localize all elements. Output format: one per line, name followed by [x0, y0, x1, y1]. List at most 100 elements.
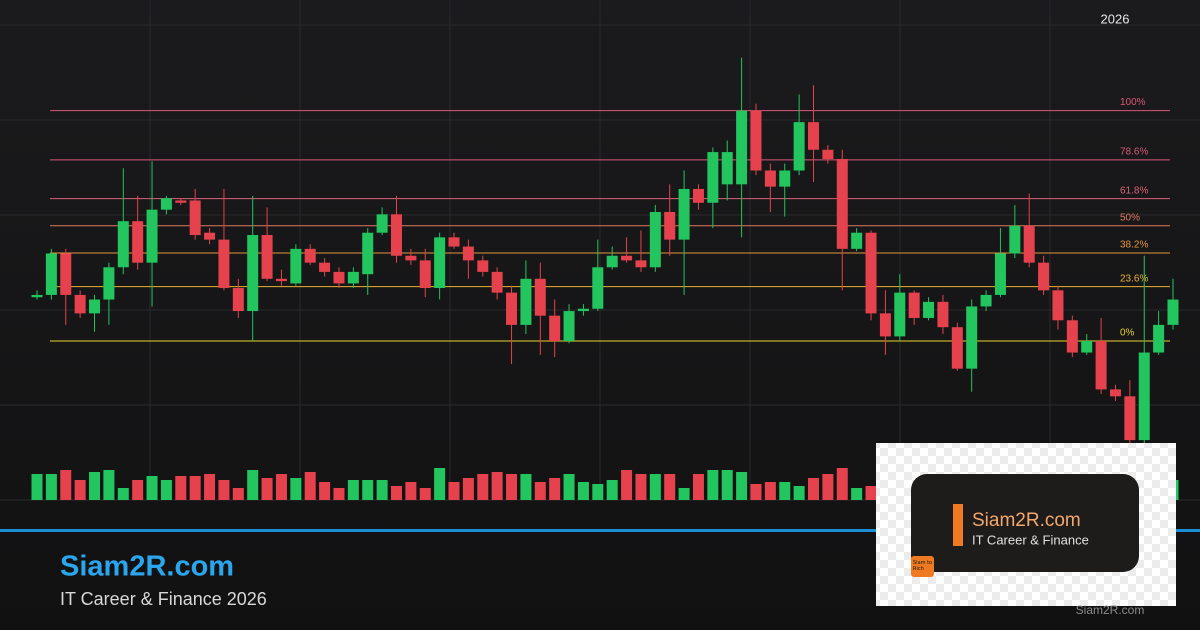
candle-body — [1109, 389, 1121, 397]
candle-body — [1038, 262, 1050, 291]
overlay-accent — [953, 504, 963, 546]
candle-body — [434, 237, 446, 289]
candle-body — [204, 232, 216, 240]
level-label: 78.6% — [1120, 147, 1148, 158]
volume-bar — [74, 480, 86, 500]
candle-body — [45, 253, 57, 295]
volume-bar — [89, 472, 101, 500]
candle-body — [117, 221, 129, 268]
volume-bar — [577, 482, 589, 500]
candle-body — [1138, 352, 1150, 441]
candle-body — [649, 211, 661, 268]
volume-bar — [808, 478, 820, 500]
footer-subtitle: IT Career & Finance 2026 — [60, 589, 267, 609]
candle-body — [60, 253, 72, 295]
volume-bar — [865, 486, 877, 500]
volume-bar — [692, 474, 704, 500]
volume-bar — [779, 482, 791, 500]
candle-body — [980, 294, 992, 307]
volume-bar — [851, 488, 863, 500]
volume-bar — [275, 474, 287, 500]
candle-body — [851, 232, 863, 249]
level-label: 50% — [1120, 212, 1140, 223]
volume-bar — [836, 468, 848, 500]
volume-bar — [549, 478, 561, 500]
candle-body — [103, 267, 115, 300]
candle-body — [477, 260, 489, 272]
volume-bar — [204, 474, 216, 500]
candle-body — [491, 271, 503, 293]
candle-body — [146, 209, 158, 263]
volume-bar — [247, 470, 259, 500]
volume-bar — [117, 488, 129, 500]
volume-bar — [31, 474, 43, 500]
candle-body — [333, 271, 345, 284]
candle-body — [707, 152, 719, 203]
candle-body — [534, 278, 546, 316]
volume-bar — [60, 470, 72, 500]
candle-body — [189, 200, 201, 236]
overlay-logo — [911, 556, 934, 577]
candle-body — [175, 200, 187, 203]
candle-body — [1023, 225, 1035, 263]
candle-body — [577, 308, 589, 312]
candle-body — [937, 301, 949, 328]
volume-bar — [189, 476, 201, 500]
candle-body — [218, 239, 230, 289]
volume-bar — [750, 484, 762, 500]
candle-body — [822, 149, 834, 159]
volume-bar — [103, 470, 115, 500]
overlay-logo-text: Siam to Rich — [913, 560, 933, 572]
candle-body — [275, 278, 287, 282]
volume-bar — [635, 474, 647, 500]
candle-body — [966, 306, 978, 369]
volume-bar — [793, 486, 805, 500]
overlay-title: Siam2R.com — [972, 510, 1081, 531]
candle-body — [462, 246, 474, 261]
overlay-subtitle: IT Career & Finance — [972, 532, 1089, 547]
candle-body — [951, 327, 963, 369]
level-label: 38.2% — [1120, 240, 1148, 251]
volume-bar — [477, 474, 489, 500]
volume-bar — [491, 472, 503, 500]
volume-bar — [333, 488, 345, 500]
level-label: 0% — [1120, 328, 1135, 339]
volume-bar — [664, 474, 676, 500]
candle-body — [750, 110, 762, 171]
candle-body — [1081, 341, 1093, 353]
volume-bar — [175, 476, 187, 500]
volume-bar — [434, 468, 446, 500]
candle-body — [448, 237, 460, 247]
candle-body — [419, 260, 431, 289]
candle-body — [347, 271, 359, 284]
candle-body — [779, 170, 791, 187]
candle-body — [606, 255, 618, 268]
candle-body — [736, 110, 748, 185]
candle-body — [319, 262, 331, 272]
plot-area: 100% 78.6% 61.8% 50% 38.2% 23.6% 0% — [31, 57, 1179, 500]
overlay-panel — [911, 474, 1139, 572]
volume-bar — [721, 470, 733, 500]
volume-bar — [592, 484, 604, 500]
candle-body — [1167, 299, 1179, 325]
candle-body — [549, 315, 561, 342]
candle-body — [362, 232, 374, 275]
watermark: Siam2R.com — [1076, 603, 1145, 617]
candle-body — [261, 235, 273, 279]
volume-bar — [621, 470, 633, 500]
volume-bar — [563, 474, 575, 500]
candle-body — [1124, 396, 1136, 441]
volume-bar — [448, 482, 460, 500]
volume-bar — [160, 480, 172, 500]
candle-body — [520, 278, 532, 325]
volume-bar — [319, 482, 331, 500]
volume-bar — [419, 488, 431, 500]
volume-bar — [304, 472, 316, 500]
overlay-card: Siam2R.com IT Career & Finance Siam to R… — [876, 443, 1176, 606]
candle-body — [1009, 225, 1021, 254]
volume-bar — [822, 474, 834, 500]
candle-body — [836, 158, 848, 249]
volume-bar — [390, 486, 402, 500]
candle-body — [635, 260, 647, 268]
volume-bar — [362, 480, 374, 500]
